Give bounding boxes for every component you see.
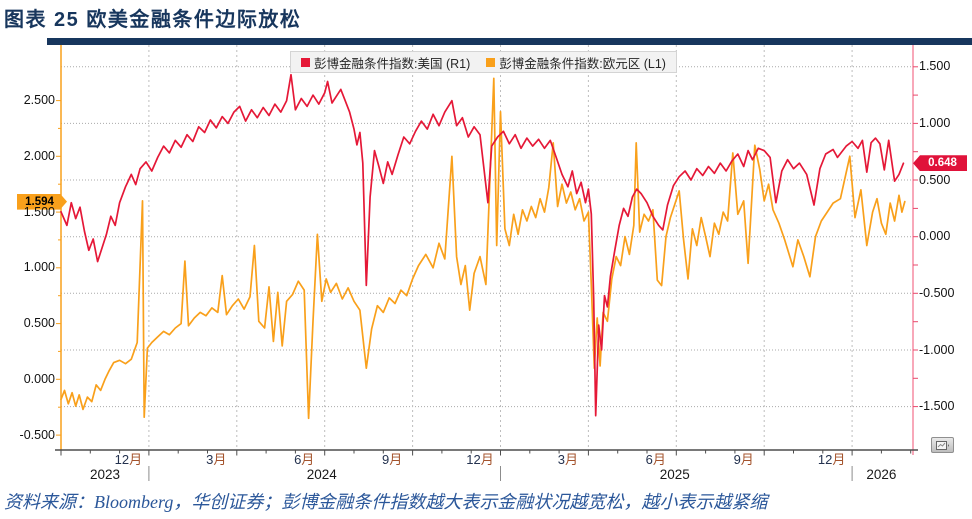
eurozone-series-line — [60, 77, 906, 420]
right-axis-tick-label: -0.500 — [919, 285, 955, 300]
edit-chart-button[interactable] — [931, 437, 954, 453]
right-axis-tick-label: 0.000 — [919, 229, 951, 244]
right-axis-tick-label: -1.000 — [919, 342, 955, 357]
us-series-marker-icon — [301, 57, 310, 67]
x-month-label: 3月 — [557, 452, 579, 467]
x-month-label: 3月 — [206, 452, 227, 467]
left-axis-tick-label: 2.500 — [23, 93, 55, 108]
x-month-label: 12月 — [466, 452, 494, 467]
eurozone-series-marker-icon — [486, 57, 496, 67]
legend-item-eurozone[interactable]: 彭博金融条件指数:欧元区 (L1) — [486, 53, 666, 72]
right-axis-tick-label: 0.500 — [919, 172, 951, 187]
chart-top-border — [47, 38, 972, 45]
x-month-label: 6月 — [294, 452, 315, 467]
x-year-label: 2025 — [659, 467, 690, 482]
x-month-label: 12月 — [114, 452, 143, 467]
eurozone-last-value-tag: 1.594 — [17, 194, 67, 210]
left-axis-tick-label: 1.500 — [23, 204, 55, 219]
legend-label-eurozone: 彭博金融条件指数:欧元区 (L1) — [499, 56, 666, 71]
right-axis-tick-label: 1.500 — [919, 59, 951, 74]
left-axis-tick-label: 1.000 — [23, 260, 55, 275]
x-month-label: 9月 — [381, 452, 403, 467]
legend: 彭博金融条件指数:美国 (R1) 彭博金融条件指数:欧元区 (L1) — [290, 51, 677, 73]
legend-item-us[interactable]: 彭博金融条件指数:美国 (R1) — [301, 53, 470, 72]
legend-label-us: 彭博金融条件指数:美国 (R1) — [314, 56, 471, 71]
x-year-label: 2024 — [306, 467, 337, 482]
x-year-label: 2023 — [89, 467, 121, 482]
left-axis-tick-label: 2.000 — [23, 148, 55, 163]
eurozone-last-value: 1.594 — [25, 195, 54, 208]
figure-title: 图表 25 欧美金融条件边际放松 — [4, 9, 302, 31]
right-axis-tick-label: -1.500 — [919, 399, 955, 414]
edit-chart-icon — [936, 440, 949, 450]
x-month-label: 6月 — [645, 452, 666, 467]
us-last-value-tag: 0.648 — [913, 155, 967, 172]
x-month-label: 9月 — [733, 452, 754, 467]
source-note: 资料来源：Bloomberg，华创证券；彭博金融条件指数越大表示金融状况越宽松，… — [4, 492, 768, 512]
left-axis-tick-label: 0.500 — [23, 316, 55, 331]
us-last-value: 0.648 — [928, 157, 957, 170]
x-year-label: 2026 — [866, 467, 897, 482]
right-axis-tick-label: 1.000 — [919, 115, 951, 130]
x-month-label: 12月 — [817, 452, 846, 467]
left-axis-tick-label: 0.000 — [23, 371, 55, 386]
us-series-line — [60, 73, 905, 417]
left-axis-tick-label: -0.500 — [19, 427, 55, 442]
